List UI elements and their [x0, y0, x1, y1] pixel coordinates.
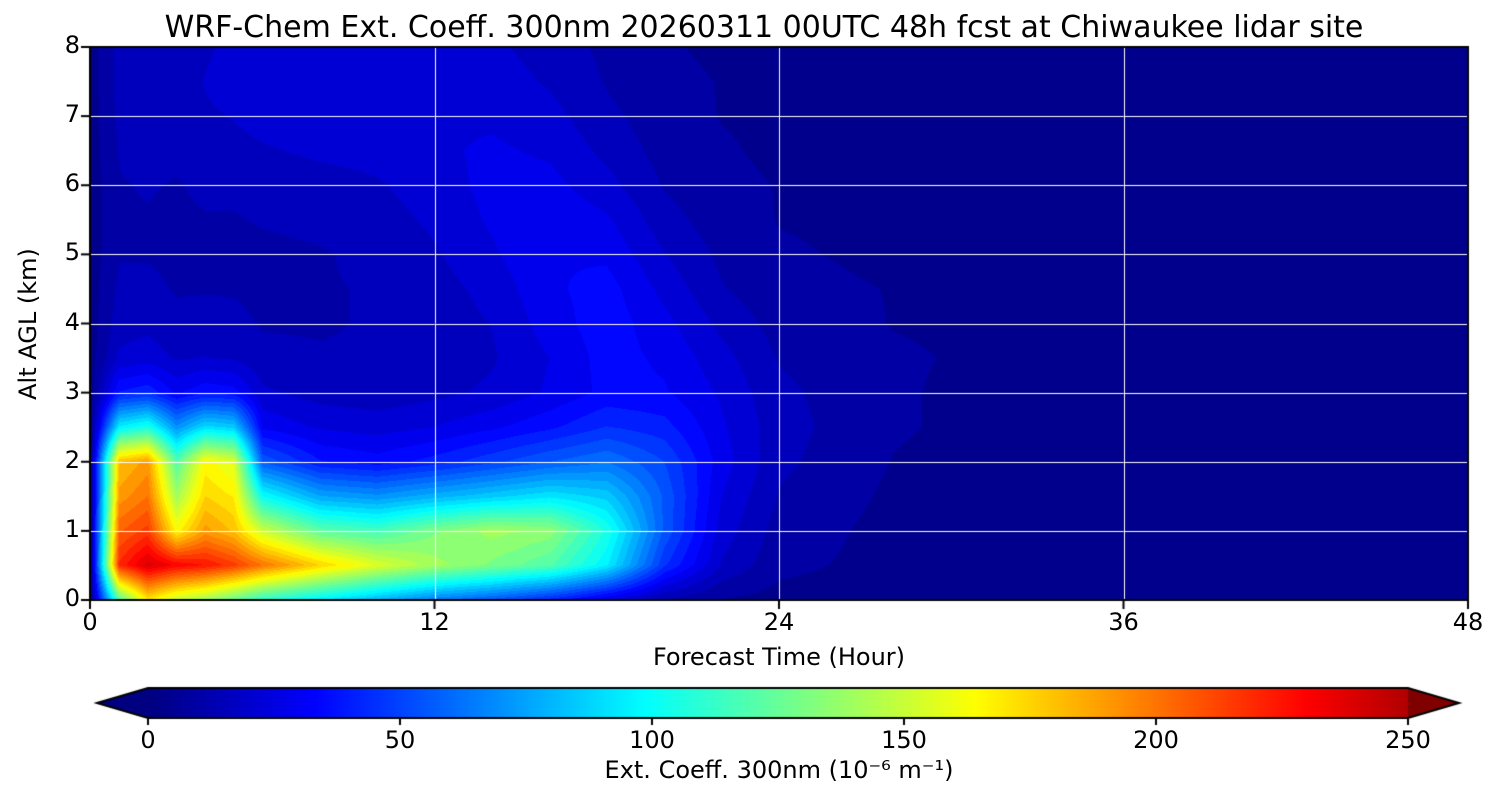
colorbar-label: Ext. Coeff. 300nm (10⁻⁶ m⁻¹) [604, 756, 954, 784]
colorbar-tick-label: 250 [1385, 726, 1431, 754]
x-tick-label: 36 [1108, 608, 1139, 636]
colorbar-tick-label: 150 [881, 726, 927, 754]
y-tick-label: 5 [64, 238, 80, 267]
y-tick-label: 8 [64, 31, 80, 59]
y-tick-label: 1 [64, 514, 80, 543]
colorbar-tick-label: 200 [1133, 726, 1179, 754]
x-tick-label: 24 [763, 608, 795, 636]
chart-title: WRF-Chem Ext. Coeff. 300nm 20260311 00UT… [164, 10, 1364, 45]
y-tick-label: 2 [64, 445, 80, 474]
y-tick-label: 7 [64, 100, 80, 129]
y-axis-label: Alt AGL (km) [14, 248, 42, 400]
y-tick-label: 4 [64, 307, 80, 336]
x-tick-label: 0 [82, 608, 98, 636]
x-axis-label: Forecast Time (Hour) [652, 643, 906, 671]
colorbar-tick-label: 50 [384, 726, 416, 754]
y-tick-label: 3 [64, 376, 80, 405]
colorbar-tick-label: 100 [629, 726, 675, 754]
y-tick-label: 0 [64, 584, 80, 612]
colorbar-tick-label: 0 [140, 726, 156, 754]
x-tick-label: 48 [1452, 608, 1484, 636]
y-tick-label: 6 [64, 169, 80, 198]
x-tick-label: 12 [419, 608, 450, 636]
